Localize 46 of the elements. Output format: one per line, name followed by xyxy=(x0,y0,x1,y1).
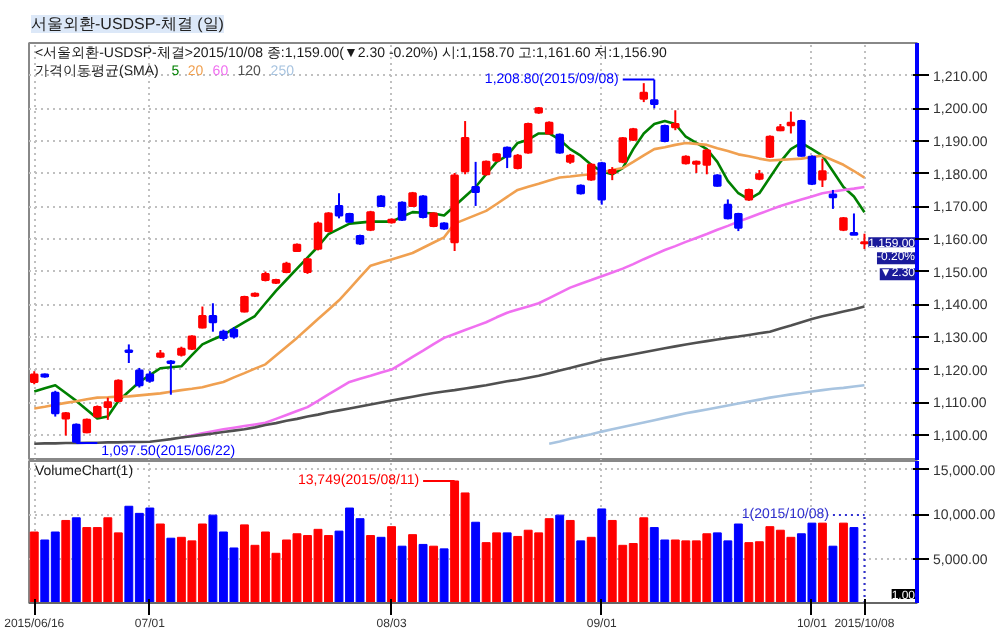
candlestick xyxy=(523,121,533,155)
candlestick xyxy=(208,302,218,333)
bar xyxy=(29,531,39,603)
candlestick xyxy=(828,188,838,210)
candlestick xyxy=(849,212,859,236)
bar xyxy=(502,532,512,603)
candlestick xyxy=(166,359,176,396)
bar xyxy=(565,519,575,603)
line-series xyxy=(180,185,866,439)
candlestick xyxy=(51,389,60,418)
bar xyxy=(828,545,838,603)
candlestick xyxy=(61,411,71,437)
bar xyxy=(429,545,439,603)
bar xyxy=(839,522,848,603)
bar xyxy=(817,522,827,603)
bar xyxy=(387,526,396,603)
bar xyxy=(597,508,607,603)
bar xyxy=(397,545,407,603)
candlestick xyxy=(786,110,796,135)
candlestick xyxy=(460,120,470,176)
candlestick xyxy=(818,157,827,189)
bar xyxy=(418,543,428,603)
line-series xyxy=(547,383,866,445)
candlestick xyxy=(597,160,606,206)
bar xyxy=(71,517,81,603)
candlestick xyxy=(555,132,564,155)
candlestick xyxy=(471,160,480,207)
bar xyxy=(555,514,565,603)
bar xyxy=(376,536,386,603)
bar xyxy=(155,523,165,603)
bar xyxy=(586,536,596,603)
bar xyxy=(366,535,375,603)
line-series xyxy=(32,305,866,445)
candlestick xyxy=(639,82,649,104)
bar xyxy=(576,540,586,603)
bar xyxy=(408,534,418,603)
bar xyxy=(61,519,71,603)
bar xyxy=(471,521,481,603)
candlestick xyxy=(671,109,680,132)
bar xyxy=(166,537,176,603)
chart-title: 서울외환-USDSP-체결 (일) xyxy=(31,15,225,33)
candlestick xyxy=(397,200,407,222)
candlestick xyxy=(765,134,775,159)
candlestick xyxy=(124,343,134,365)
bar xyxy=(849,527,859,603)
bar xyxy=(439,548,449,603)
